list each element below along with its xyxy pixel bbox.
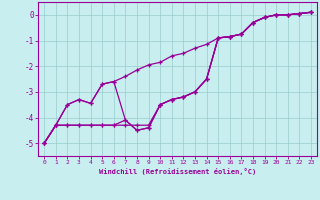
X-axis label: Windchill (Refroidissement éolien,°C): Windchill (Refroidissement éolien,°C) <box>99 168 256 175</box>
